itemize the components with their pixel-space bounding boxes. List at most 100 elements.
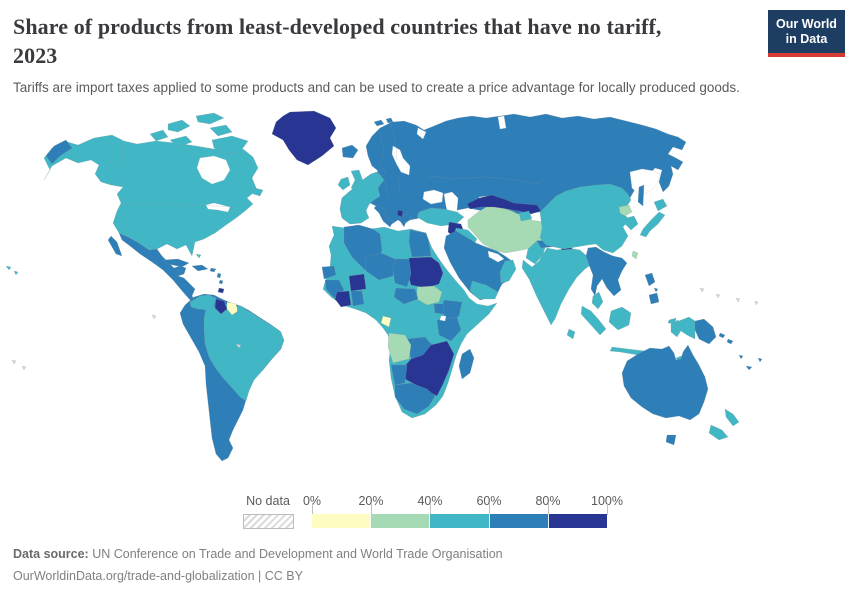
map-region-arctic-islands[interactable] [169, 135, 193, 148]
legend-bin-0-20[interactable] [312, 514, 372, 528]
map-region-svalbard[interactable] [373, 119, 385, 127]
map-region-angola[interactable] [387, 332, 412, 364]
map-region-tanzania[interactable] [436, 316, 462, 342]
legend-bin-60-80[interactable] [489, 514, 549, 528]
map-region-cuba[interactable] [162, 258, 190, 268]
map-region-puerto-rico[interactable] [209, 267, 217, 273]
map-region-tajikistan[interactable] [518, 210, 533, 222]
map-region-japan-honshu[interactable] [639, 211, 666, 238]
map-region-solomons[interactable] [726, 338, 734, 345]
map-region-arctic-islands[interactable] [209, 124, 233, 137]
map-region-galapagos[interactable] [151, 314, 157, 320]
map-region-newfoundland[interactable] [252, 187, 264, 197]
map-region-albania[interactable] [396, 209, 404, 218]
map-region-french-guiana[interactable] [236, 304, 246, 316]
map-region-burkina-faso[interactable] [348, 273, 367, 292]
map-region-sakhalin[interactable] [637, 184, 645, 207]
map-region-micronesia[interactable] [715, 293, 721, 299]
legend-color-bar[interactable] [312, 514, 608, 528]
map-region-arctic-islands[interactable] [195, 112, 225, 125]
owid-logo[interactable]: Our World in Data [768, 10, 845, 57]
map-region-italy[interactable] [373, 204, 394, 228]
map-region-south-korea[interactable] [624, 215, 639, 231]
map-region-lesser-antilles[interactable] [218, 279, 224, 285]
map-region-polynesia[interactable] [21, 365, 27, 371]
map-region-niger[interactable] [364, 252, 396, 281]
legend-bin-20-40[interactable] [371, 514, 431, 528]
map-region-north-korea[interactable] [618, 204, 633, 217]
map-region-new-caledonia[interactable] [745, 365, 753, 371]
map-region-france-iberia[interactable] [339, 171, 385, 225]
map-region-west-new-guinea[interactable] [675, 316, 696, 340]
map-region-hawaii[interactable] [5, 265, 12, 271]
map-region-sri-lanka[interactable] [566, 328, 576, 340]
map-region-ireland[interactable] [337, 176, 351, 191]
map-region-bahamas[interactable] [195, 253, 202, 259]
map-region-sumatra[interactable] [580, 305, 607, 336]
map-region-cote-divoire[interactable] [334, 290, 352, 308]
map-region-birds-head[interactable] [667, 317, 677, 325]
map-region-greece[interactable] [399, 213, 413, 228]
map-region-taiwan[interactable] [631, 250, 639, 260]
map-region-south-africa[interactable] [394, 382, 436, 415]
map-region-car[interactable] [393, 287, 419, 305]
map-region-uganda[interactable] [433, 303, 445, 315]
map-region-senegal[interactable] [321, 265, 337, 280]
map-region-borneo[interactable] [608, 306, 632, 331]
map-region-philippines-mindanao[interactable] [648, 292, 660, 305]
map-region-yemen[interactable] [469, 280, 499, 300]
map-region-lesser-antilles[interactable] [216, 272, 222, 279]
map-region-arctic-islands[interactable] [149, 129, 169, 142]
map-region-micronesia[interactable] [699, 287, 705, 293]
map-region-india[interactable] [521, 247, 593, 326]
license-line[interactable]: OurWorldinData.org/trade-and-globalizati… [13, 569, 303, 583]
data-source-label: Data source: [13, 547, 89, 561]
map-region-namibia[interactable] [390, 364, 408, 386]
map-region-arctic-islands[interactable] [167, 119, 191, 133]
map-region-australia[interactable] [621, 344, 709, 421]
legend-tick-label-20: 20% [358, 494, 384, 508]
map-region-chad[interactable] [392, 258, 412, 288]
map-region-iceland[interactable] [341, 144, 359, 159]
map-region-philippines-luzon[interactable] [644, 272, 656, 287]
map-region-egypt[interactable] [408, 229, 432, 258]
map-region-fiji[interactable] [757, 357, 763, 363]
map-region-papua-new-guinea[interactable] [694, 318, 717, 345]
map-region-baja-california[interactable] [107, 235, 123, 257]
map-region-polynesia[interactable] [11, 359, 17, 365]
map-region-greenland[interactable] [271, 110, 337, 166]
map-region-chukotka[interactable] [45, 139, 73, 165]
map-region-malaysia[interactable] [591, 291, 604, 310]
map-region-brazil[interactable] [203, 303, 285, 402]
map-region-tasmania[interactable] [665, 434, 677, 446]
map-region-mainland-se-asia[interactable] [585, 246, 628, 297]
legend-bin-80-100[interactable] [548, 514, 608, 528]
map-region-guyana[interactable] [214, 298, 228, 315]
map-region-oman[interactable] [499, 259, 517, 284]
map-region-arctic-islands[interactable] [211, 135, 249, 155]
map-region-japan-hokkaido[interactable] [653, 198, 668, 212]
map-region-vanuatu[interactable] [738, 354, 744, 360]
map-region-madagascar[interactable] [458, 348, 475, 380]
map-region-trinidad[interactable] [217, 287, 225, 294]
map-region-micronesia[interactable] [735, 297, 741, 303]
white-sea [416, 127, 427, 140]
legend-bin-40-60[interactable] [430, 514, 490, 528]
map-region-svalbard[interactable] [385, 117, 394, 124]
map-region-philippines-visayas[interactable] [653, 287, 659, 293]
map-region-marshall-islands[interactable] [754, 300, 759, 306]
map-region-nz-north[interactable] [724, 408, 740, 427]
no-data-swatch[interactable] [243, 514, 294, 529]
map-region-suriname[interactable] [226, 301, 239, 316]
map-region-solomons[interactable] [718, 332, 726, 339]
map-region-ghana[interactable] [350, 290, 365, 307]
map-region-falkland[interactable] [235, 343, 242, 349]
map-region-hispaniola[interactable] [191, 264, 209, 272]
map-region-gabon[interactable] [380, 315, 392, 328]
map-region-nz-south[interactable] [708, 424, 729, 441]
map-region-mexico-central-america[interactable] [118, 232, 204, 309]
map-region-hawaii[interactable] [13, 270, 19, 276]
map-region-jamaica[interactable] [176, 269, 184, 275]
map-region-turkey[interactable] [416, 207, 465, 227]
map-region-venezuela[interactable] [189, 294, 217, 311]
